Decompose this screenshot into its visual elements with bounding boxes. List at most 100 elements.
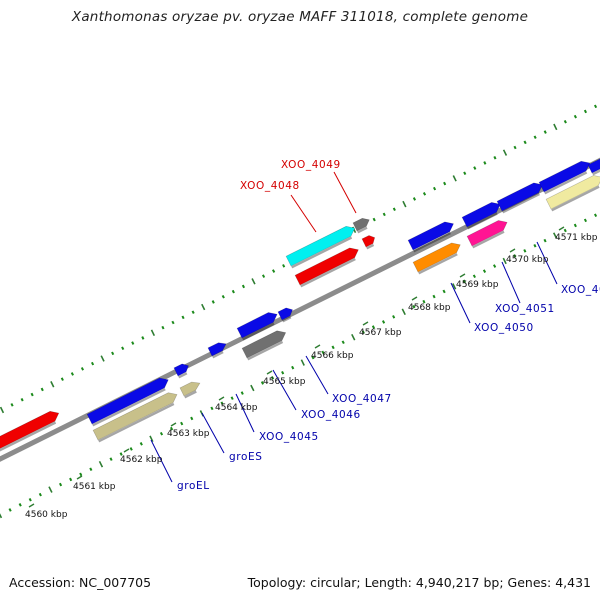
- tick-label: 4569 kbp: [456, 280, 499, 290]
- genes-layer: [0, 158, 600, 452]
- label-xoo-4046[interactable]: XOO_4046: [301, 409, 361, 421]
- outer-tick-mark: [90, 361, 95, 366]
- tick-connector: [459, 273, 466, 278]
- outer-tick-mark: [412, 197, 417, 201]
- inner-tick-mark: [170, 426, 174, 431]
- label-xoo-4048[interactable]: XOO_4048: [240, 180, 300, 192]
- inner-tick-mark: [371, 325, 376, 329]
- label-xoo-4045[interactable]: XOO_4045: [259, 431, 319, 443]
- label-xoo-4052[interactable]: XOO_4052: [561, 284, 600, 296]
- inner-tick-mark: [552, 232, 558, 239]
- outer-tick-mark: [100, 355, 105, 362]
- tick-label: 4563 kbp: [167, 429, 210, 439]
- gene-xoo-4052[interactable]: [545, 175, 600, 210]
- outer-tick-mark: [181, 315, 185, 320]
- gene-xoo-4048[interactable]: [285, 225, 356, 267]
- gene-xoo-4049[interactable]: [352, 217, 370, 232]
- inner-tick-mark: [300, 359, 305, 366]
- tick-connector: [123, 448, 130, 453]
- gene-shadow: [212, 351, 224, 359]
- accession-text: Accession: NC_007705: [9, 575, 152, 590]
- label-groel[interactable]: groEL: [177, 480, 210, 492]
- gene-shadow: [366, 243, 375, 250]
- inner-tick-mark: [533, 243, 537, 248]
- inner-tick-mark: [69, 477, 73, 482]
- gene-xoo-4045[interactable]: [207, 342, 227, 357]
- gene-shadow: [472, 230, 505, 249]
- gene-block[interactable]: [461, 202, 501, 228]
- leader-xoo-4048: [290, 194, 317, 233]
- inner-tick-mark: [18, 503, 22, 507]
- outer-tick-mark: [150, 329, 156, 337]
- label-xoo-4050[interactable]: XOO_4050: [474, 322, 534, 334]
- outer-tick-mark: [251, 278, 256, 285]
- outer-tick-mark: [372, 217, 376, 222]
- gene-shadow: [418, 253, 458, 275]
- outer-tick-mark: [432, 186, 437, 191]
- outer-tick-mark: [10, 403, 14, 407]
- outer-tick-mark: [502, 149, 508, 156]
- inner-tick-mark: [58, 482, 63, 487]
- inner-tick-mark: [442, 289, 446, 294]
- inner-tick-mark: [0, 513, 3, 519]
- gene-groes[interactable]: [179, 381, 201, 397]
- tick-connector: [314, 344, 321, 349]
- gene-shadow: [178, 372, 188, 379]
- gene-block[interactable]: [294, 247, 359, 286]
- gene-shadow: [300, 258, 356, 288]
- inner-tick-mark: [250, 384, 255, 392]
- tick-label: 4560 kbp: [25, 510, 68, 520]
- gene-xoo-4051[interactable]: [466, 220, 508, 247]
- leader-groel: [150, 439, 173, 483]
- inner-tick-mark: [513, 254, 517, 258]
- gene-xoo-4050[interactable]: [412, 242, 461, 273]
- outer-tick-mark: [171, 320, 175, 325]
- gene-shadow: [92, 388, 166, 427]
- outer-tick-mark: [513, 145, 517, 150]
- gene-groel[interactable]: [92, 392, 178, 441]
- inner-tick-mark: [361, 330, 365, 334]
- label-groes[interactable]: groES: [229, 451, 262, 463]
- inner-tick-mark: [341, 340, 345, 345]
- outer-tick-mark: [131, 341, 135, 345]
- outer-tick-mark: [0, 406, 5, 414]
- gene-shadow: [291, 236, 353, 269]
- label-xoo-4051[interactable]: XOO_4051: [495, 303, 555, 315]
- gene-xoo-4047[interactable]: [277, 307, 293, 321]
- gene-block[interactable]: [236, 312, 278, 339]
- outer-tick-mark: [553, 123, 558, 131]
- outer-tick-mark: [111, 351, 115, 356]
- outer-tick-mark: [40, 387, 44, 392]
- outer-tick-mark: [282, 264, 286, 268]
- tick-labels: 4560 kbp 4561 kbp 4562 kbp 4563 kbp 4564 kbp…: [25, 226, 598, 520]
- outer-tick-mark: [573, 114, 577, 119]
- label-xoo-4049[interactable]: XOO_4049: [281, 159, 341, 171]
- inner-tick-mark: [190, 416, 194, 421]
- gene-shadow: [242, 322, 275, 341]
- tick-label: 4562 kbp: [120, 455, 163, 465]
- inner-tick-mark: [412, 304, 416, 309]
- gene-block[interactable]: [173, 363, 189, 377]
- inner-tick-mark: [98, 460, 104, 468]
- gene-block[interactable]: [0, 410, 60, 451]
- gene-xoo-4046[interactable]: [241, 330, 287, 359]
- gene-block[interactable]: [361, 235, 376, 248]
- gene-block[interactable]: [86, 377, 169, 425]
- gene-block[interactable]: [496, 182, 543, 212]
- outer-tick-mark: [543, 130, 547, 134]
- gene-block[interactable]: [407, 221, 454, 251]
- gene-block[interactable]: [538, 160, 591, 193]
- inner-tick-mark: [493, 264, 497, 268]
- gene-shadow: [502, 193, 540, 214]
- tick-connector: [362, 321, 369, 326]
- label-xoo-4047[interactable]: XOO_4047: [332, 393, 392, 405]
- inner-tick-mark: [563, 228, 567, 233]
- leader-xoo-4045: [235, 393, 255, 433]
- gene-block[interactable]: [587, 158, 600, 174]
- leader-xoo-4047: [305, 355, 329, 395]
- inner-tick-mark: [452, 283, 457, 290]
- inner-tick-mark: [432, 294, 436, 299]
- inner-tick-mark: [139, 442, 143, 446]
- outer-tick-mark: [161, 325, 165, 330]
- inner-tick-mark: [543, 238, 547, 243]
